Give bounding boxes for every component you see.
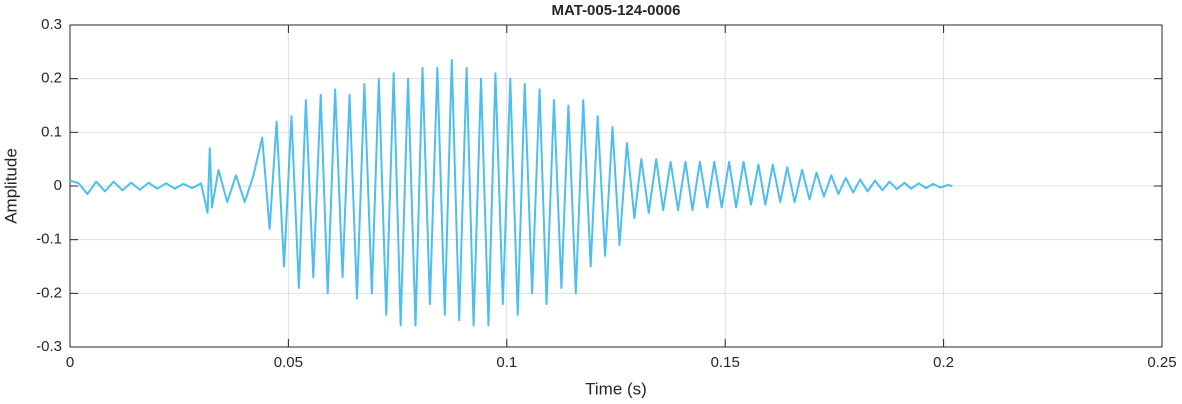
- chart-title: MAT-005-124-0006: [552, 2, 681, 19]
- waveform-line: [69, 58, 953, 327]
- y-tick-label: 0.3: [41, 16, 62, 33]
- y-axis-label: Amplitude: [1, 148, 20, 224]
- y-tick-label: -0.1: [36, 231, 62, 248]
- x-axis-label: Time (s): [585, 379, 647, 398]
- x-tick-label: 0.25: [1147, 354, 1176, 371]
- y-tick-label: -0.2: [36, 284, 62, 301]
- x-tick-label: 0.2: [933, 354, 954, 371]
- y-tick-label: 0.2: [41, 70, 62, 87]
- plot-frame: [69, 24, 1163, 348]
- x-tick-label: 0.05: [274, 354, 303, 371]
- y-tick-label: 0: [54, 177, 62, 194]
- y-tick-label: 0.1: [41, 123, 62, 140]
- x-tick-label: 0.15: [711, 354, 740, 371]
- x-tick-label: 0.1: [496, 354, 517, 371]
- y-tick-label: -0.3: [36, 338, 62, 355]
- x-tick-label: 0: [66, 354, 74, 371]
